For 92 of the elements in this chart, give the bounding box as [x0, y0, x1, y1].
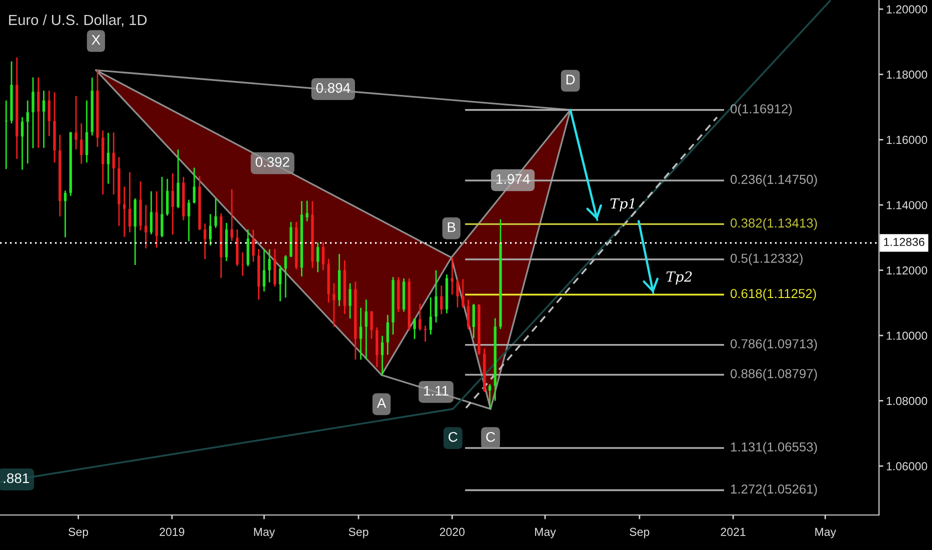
annotation: 1.974 — [496, 174, 530, 184]
candlestick — [252, 229, 255, 262]
x-tick-label: 2020 — [440, 528, 465, 536]
x-tick-label: Sep — [68, 528, 88, 538]
x-tick-label: 2021 — [720, 528, 746, 536]
annotation: C — [448, 432, 458, 442]
annotation: Tp2 — [666, 271, 692, 285]
y-tick-label: 1.14000 — [886, 201, 928, 210]
candlestick — [37, 76, 40, 149]
candlestick — [230, 188, 234, 242]
series-label: 0.886(1.08797) — [730, 368, 817, 381]
candlestick — [112, 132, 115, 196]
candlestick — [370, 310, 373, 340]
y-tick-label: 1.10000 — [886, 332, 928, 340]
candlestick — [466, 298, 470, 330]
annotation: X — [92, 35, 100, 45]
series-label: 0.236(1.14750) — [730, 174, 817, 186]
candlestick — [434, 270, 438, 324]
candlestick — [278, 264, 282, 302]
candlestick — [306, 200, 308, 222]
x-tick-label: May — [254, 528, 275, 538]
series-label: 0.786(1.09713) — [730, 338, 817, 351]
x-tick-label: Sep — [630, 528, 650, 538]
candlestick — [188, 199, 190, 242]
candlestick — [128, 172, 132, 234]
candlestick — [322, 241, 325, 271]
y-tick-label: 1.16000 — [886, 136, 928, 144]
candlestick — [160, 176, 164, 238]
candlestick — [144, 204, 148, 250]
candlestick — [20, 116, 24, 170]
series-label: 0(1.16912) — [730, 104, 792, 116]
candlestick — [85, 100, 88, 164]
candlestick — [192, 167, 196, 204]
y-tick-label: 1.20000 — [886, 5, 928, 14]
candlestick — [171, 172, 174, 236]
candlestick — [332, 282, 336, 328]
series-label: 0.382(1.13413) — [730, 218, 817, 230]
annotation: .881 — [4, 473, 29, 484]
annotation: Tp1 — [610, 198, 634, 212]
candlestick — [359, 307, 362, 360]
series-label: 0.618(1.11252) — [730, 288, 816, 301]
candlestick — [386, 314, 390, 356]
candlestick — [316, 242, 320, 273]
candlestick — [268, 248, 271, 283]
candlestick — [64, 190, 67, 238]
candlestick — [123, 186, 126, 238]
candlestick — [380, 335, 384, 376]
candlestick — [284, 254, 287, 298]
candlestick — [106, 132, 110, 184]
candlestick — [74, 95, 78, 150]
candlestick — [462, 278, 464, 308]
candlestick — [364, 298, 368, 360]
annotation: C — [486, 432, 496, 442]
y-tick-label: 1.08000 — [886, 396, 928, 406]
candlestick — [418, 303, 422, 332]
candlestick — [42, 90, 46, 149]
annotation: 0.894 — [316, 82, 350, 93]
series-label: 1.131(1.06553) — [731, 442, 817, 454]
candlestick — [80, 122, 83, 165]
candlestick — [450, 256, 454, 296]
x-tick-label: Sep — [348, 528, 368, 538]
y-tick-label: 1.06000 — [886, 462, 928, 470]
series-label: 0.5(1.12332) — [730, 253, 803, 266]
candlestick — [209, 213, 212, 246]
annotation: A — [376, 398, 386, 408]
y-tick-label: 1.18000 — [886, 70, 928, 79]
candlestick — [150, 190, 153, 236]
candlestick — [166, 178, 169, 216]
candlestick — [48, 90, 50, 137]
annotation: B — [448, 222, 456, 232]
candlestick — [262, 248, 266, 292]
text: Euro / U.S. Dollar, 1D — [9, 14, 147, 27]
x-tick-label: May — [815, 528, 836, 538]
candlestick — [32, 76, 34, 149]
candlestick — [155, 190, 158, 248]
candlestick — [456, 278, 459, 308]
candlestick — [204, 222, 206, 260]
x-tick-label: May — [535, 528, 556, 538]
candlestick — [440, 284, 443, 315]
candlestick — [472, 303, 476, 339]
candlestick — [214, 198, 218, 228]
ref-line-label: 1.12836 — [884, 238, 924, 246]
candlestick — [413, 318, 416, 340]
y-tick-label: 1.12000 — [886, 266, 928, 275]
candlestick — [429, 296, 432, 336]
annotation: 1.11 — [424, 386, 448, 396]
annotation: D — [566, 74, 575, 84]
series-label: 1.272(1.05261) — [731, 484, 817, 496]
candlestick — [348, 282, 352, 320]
x-tick-label: 2019 — [160, 528, 184, 536]
annotation: 0.392 — [256, 157, 290, 167]
candlestick — [424, 325, 427, 342]
